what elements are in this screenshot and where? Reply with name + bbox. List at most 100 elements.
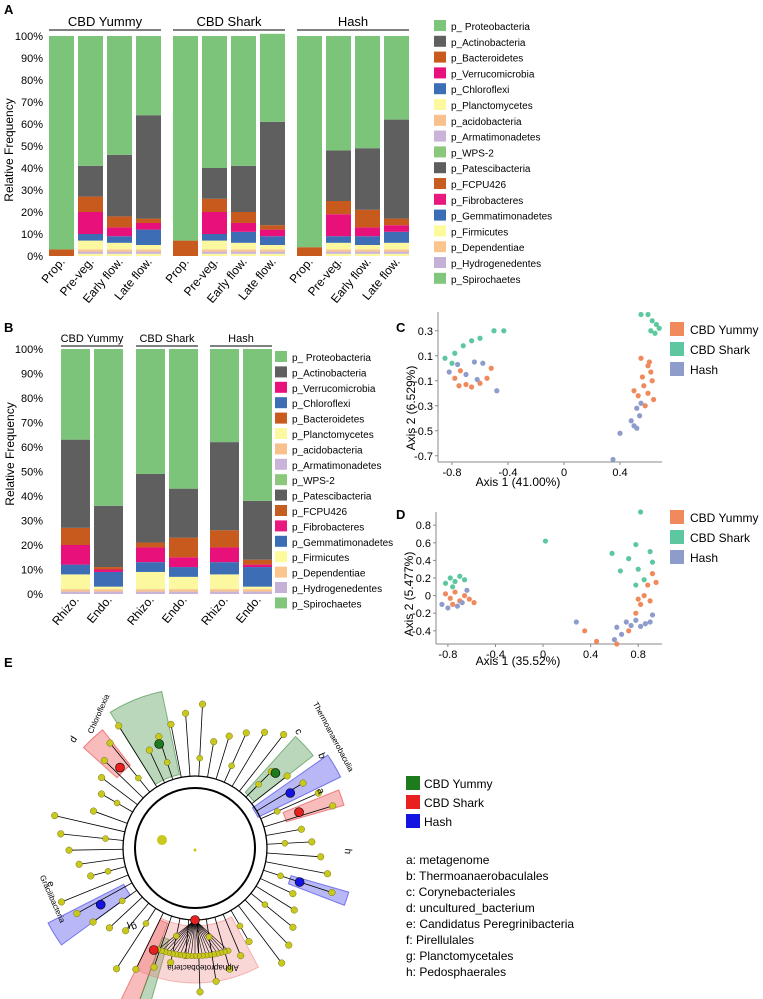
bar-segment-dependentiae	[169, 589, 198, 592]
alpha-branch	[194, 919, 200, 956]
legend-entry: p_ Proteobacteria	[292, 353, 371, 364]
x-tick-label: -0.8	[443, 467, 462, 479]
panel-e-cladogram: Chloroflexia Thermoanaerobaculia Gracili…	[38, 690, 574, 999]
tree-branch	[101, 777, 138, 805]
bar-segment-planctomycetes	[384, 242, 409, 250]
alpha-branch	[194, 919, 203, 956]
legend-entry: p_WPS-2	[451, 148, 494, 159]
tree-branch	[207, 741, 215, 778]
alpha-branch	[194, 919, 215, 955]
bar-segment-firmicutes	[384, 253, 409, 256]
bar-segment-bacteroidetes	[326, 201, 351, 215]
bar-segment-firmicutes	[202, 253, 227, 256]
panel-label-d: D	[396, 507, 405, 522]
bar-segment-proteobacteria	[61, 349, 90, 440]
bar-segment-planctomycetes	[94, 586, 123, 590]
group-label: Hash	[228, 333, 254, 345]
y-tick-label: 0.2	[416, 573, 431, 585]
bar-segment-dependentiae	[78, 249, 103, 252]
point-cbd-shark	[649, 559, 656, 565]
bar-segment-firmicutes	[78, 253, 103, 256]
legend-swatch	[434, 146, 446, 158]
legend-swatch	[275, 520, 287, 532]
y-tick-label: 70%	[21, 97, 43, 109]
y-tick-label: -0.5	[414, 426, 433, 438]
tree-branch	[153, 915, 172, 968]
bar-segment-verrucomicrobia	[326, 214, 351, 237]
legend-entry: p_Firmicutes	[292, 553, 349, 564]
y-tick-label: 90%	[21, 53, 43, 65]
bar-segment-dependentiae	[210, 589, 239, 592]
point-hash	[494, 388, 500, 394]
leaf-node	[278, 959, 286, 967]
bar-segment-firmicutes	[260, 253, 285, 256]
bar-segment-chloroflexi	[78, 234, 103, 241]
leaf-node	[289, 890, 297, 898]
point-hash	[642, 621, 648, 627]
marker-label-a: a	[314, 787, 326, 796]
bar-segment-planctomycetes	[107, 242, 132, 250]
legend-entry: Hash	[424, 815, 452, 829]
tree-branch	[260, 792, 319, 820]
point-cbd-shark	[452, 350, 458, 356]
point-cbd-shark	[638, 311, 644, 318]
bar-segment-proteobacteria	[326, 36, 351, 151]
legend-swatch	[275, 474, 287, 486]
legend-entry: p_Armatimonadetes	[292, 461, 382, 472]
y-tick-label: 100%	[15, 31, 43, 43]
legend-swatch	[434, 35, 446, 47]
y-tick-label: -0.7	[414, 451, 433, 463]
point-cbd-yummy	[442, 591, 449, 597]
y-tick-label: 60%	[21, 442, 43, 454]
point-hash	[637, 623, 644, 630]
point-cbd-shark	[626, 556, 632, 562]
node-a	[294, 807, 304, 817]
key-entry: h: Pedosphaerales	[406, 965, 506, 979]
y-tick-label: 0%	[27, 589, 43, 601]
tree-branch	[222, 914, 242, 956]
legend-swatch	[275, 443, 287, 455]
point-cbd-shark	[491, 328, 497, 334]
tree-branch	[239, 734, 284, 792]
panel-label-e: E	[4, 655, 13, 670]
legend-entry: Hash	[690, 551, 718, 565]
point-cbd-shark	[449, 360, 455, 366]
category-label: Rhizo.	[49, 593, 82, 628]
bar-segment-chloroflexi	[202, 234, 227, 241]
bar-segment-bacteroidetes	[202, 198, 227, 212]
middle-ring	[122, 775, 268, 921]
panel-d-points	[439, 509, 659, 647]
legend-entry: p_Fibrobacteres	[292, 522, 364, 533]
point-cbd-yummy	[635, 393, 641, 399]
point-cbd-yummy	[633, 610, 639, 616]
panel-a-group-labels: CBD Yummy CBD Shark Hash	[49, 14, 409, 31]
x-tick-label: 0.4	[583, 649, 598, 661]
point-cbd-shark	[648, 328, 654, 334]
marker-label-e: e	[44, 880, 56, 889]
panel-c-ylabel: Axis 2 (6.529%)	[404, 366, 418, 451]
tree-branch	[54, 815, 125, 833]
legend-entry: p_Firmicutes	[451, 227, 508, 238]
bar-segment-armatimonadetes	[260, 251, 285, 254]
x-tick-label: -0.4	[499, 467, 518, 479]
x-tick-label: 0	[561, 467, 567, 479]
bar-segment-verrucomicrobia	[260, 229, 285, 237]
legend-swatch	[275, 597, 287, 609]
leaf-node	[167, 720, 175, 728]
leaf-node	[314, 789, 322, 797]
panel-a-y-ticks: 0% 10% 20% 30% 40% 50% 60% 70% 80% 90% 100%	[15, 31, 43, 263]
point-hash	[637, 413, 643, 419]
bar-segment-verrucomicrobia	[202, 212, 227, 234]
point-cbd-yummy	[461, 593, 468, 599]
bar-segment-proteobacteria	[384, 36, 409, 120]
point-hash	[474, 376, 480, 383]
tree-branch	[116, 908, 157, 969]
tree-branch	[244, 899, 290, 946]
bar-segment-armatimonadetes	[94, 591, 123, 594]
key-entry: c: Corynebacteriales	[406, 885, 515, 899]
panel-a-category-labels: Prop.Pre-veg.Early flow.Late flow. Prop.P…	[39, 255, 403, 306]
bar-segment-actinobacteria	[107, 154, 132, 217]
intermediate-node	[228, 762, 235, 769]
legend-swatch	[434, 272, 446, 284]
